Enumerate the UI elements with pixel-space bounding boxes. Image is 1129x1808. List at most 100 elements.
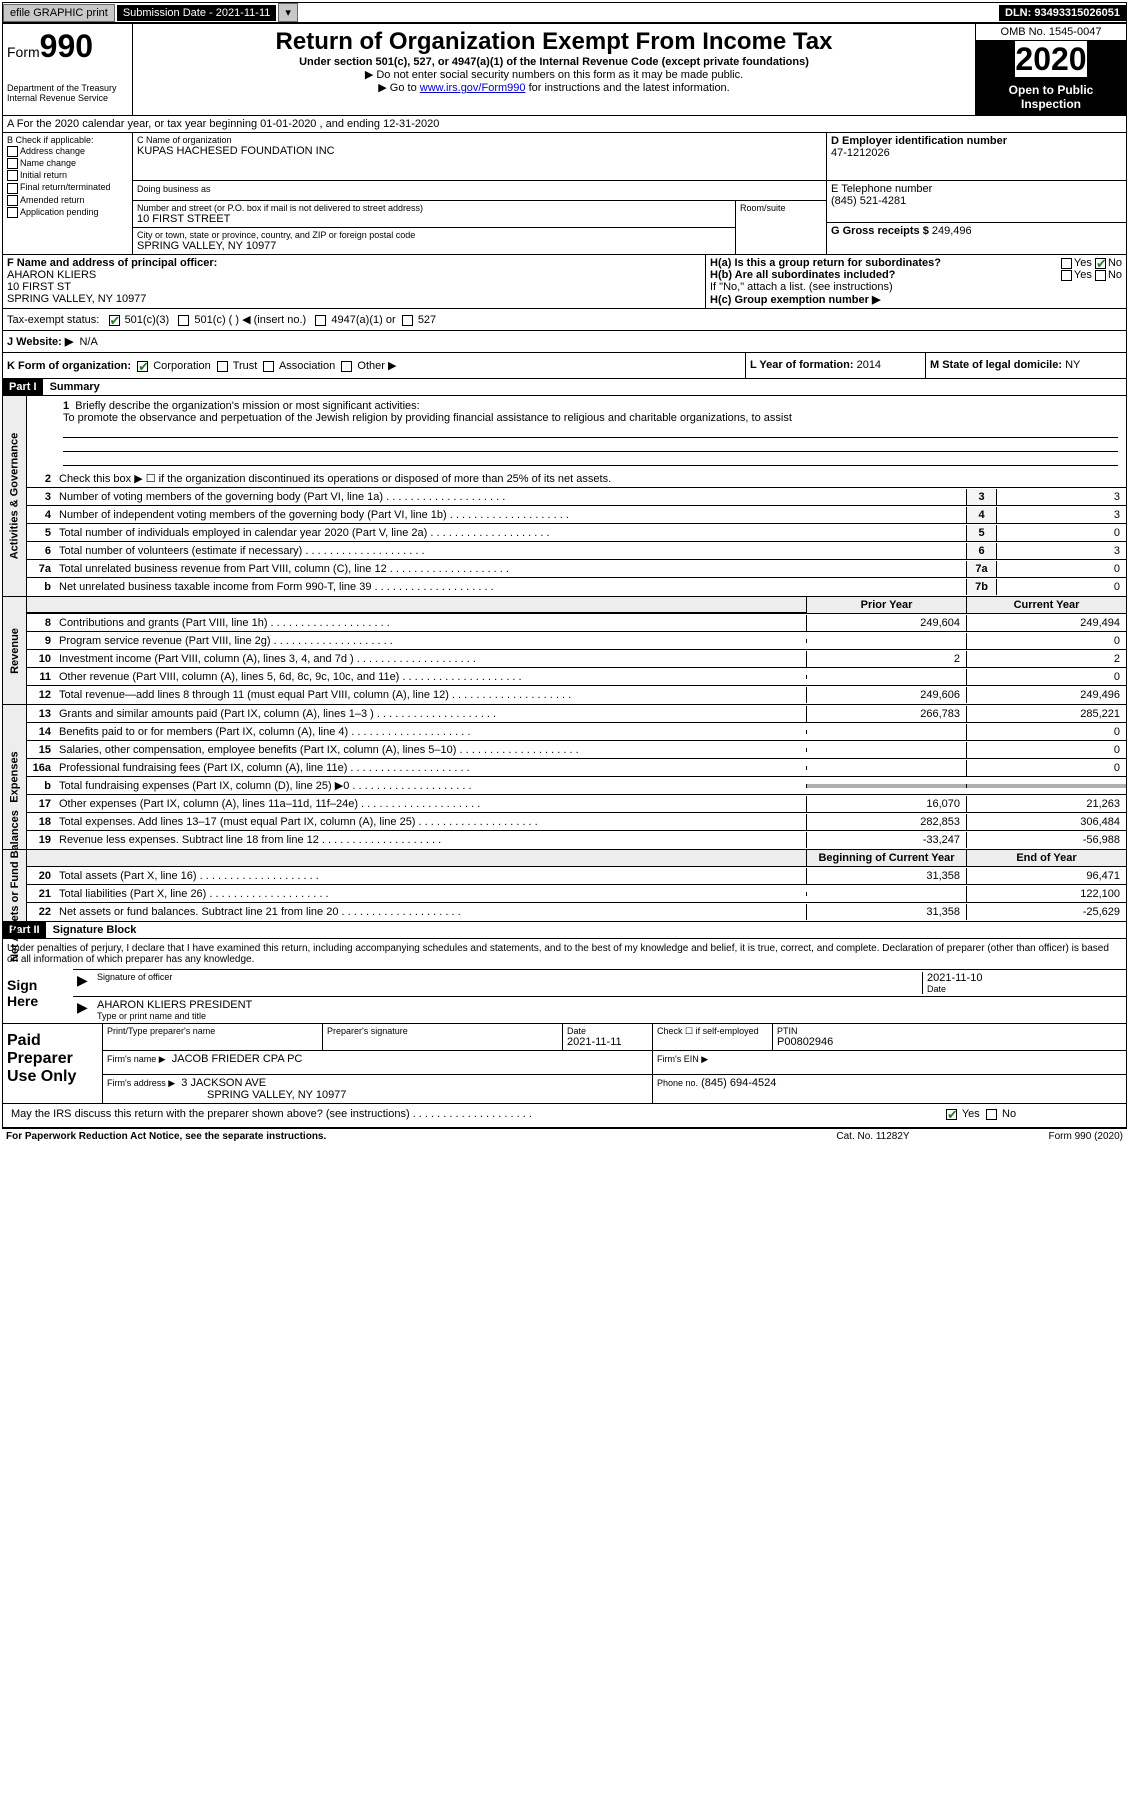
gross-value: 249,496 [932, 225, 972, 237]
table-row: b Net unrelated business taxable income … [27, 578, 1126, 596]
cb-assoc[interactable] [263, 361, 274, 372]
ein-label: D Employer identification number [831, 135, 1122, 147]
table-row: 20 Total assets (Part X, line 16) 31,358… [27, 867, 1126, 885]
street-label: Number and street (or P.O. box if mail i… [137, 203, 731, 213]
cb-name-change[interactable]: Name change [7, 158, 128, 169]
form-title: Return of Organization Exempt From Incom… [137, 28, 971, 56]
irs-label: Internal Revenue Service [7, 93, 128, 103]
cb-4947[interactable] [315, 315, 326, 326]
sidelabel-revenue: Revenue [3, 597, 27, 704]
hb-note: If "No," attach a list. (see instruction… [710, 281, 1122, 293]
print-preparer-label: Print/Type preparer's name [107, 1026, 318, 1036]
sig-date: 2021-11-10 [927, 972, 1122, 984]
line-2: Check this box ▶ ☐ if the organization d… [55, 470, 1126, 487]
beginning-end-header: Beginning of Current Year End of Year [27, 850, 1126, 867]
org-name-label: C Name of organization [137, 135, 822, 145]
table-row: 12 Total revenue—add lines 8 through 11 … [27, 686, 1126, 704]
col-b-checkboxes: B Check if applicable: Address change Na… [3, 133, 133, 254]
prior-current-header: Prior Year Current Year [27, 597, 1126, 614]
row-j-website: J Website: ▶ N/A [2, 331, 1127, 353]
firm-phone: (845) 694-4524 [701, 1077, 776, 1089]
table-row: 10 Investment income (Part VIII, column … [27, 650, 1126, 668]
cb-trust[interactable] [217, 361, 228, 372]
sign-here-label: Sign Here [3, 969, 73, 1023]
form-subtitle: Under section 501(c), 527, or 4947(a)(1)… [137, 56, 971, 68]
cb-other[interactable] [341, 361, 352, 372]
firm-ein-label: Firm's EIN ▶ [657, 1054, 708, 1064]
top-bar: efile GRAPHIC print Submission Date - 20… [2, 2, 1127, 23]
cb-app-pending[interactable]: Application pending [7, 207, 128, 218]
cb-527[interactable] [402, 315, 413, 326]
phone-value: (845) 521-4281 [831, 195, 1122, 207]
col-b-label: B Check if applicable: [7, 135, 128, 145]
dba-label: Doing business as [137, 184, 211, 194]
table-row: 18 Total expenses. Add lines 13–17 (must… [27, 813, 1126, 831]
table-row: b Total fundraising expenses (Part IX, c… [27, 777, 1126, 795]
col-c-org-info: C Name of organization KUPAS HACHESED FO… [133, 133, 826, 254]
city-value: SPRING VALLEY, NY 10977 [137, 240, 731, 252]
part-i-header: Part I Summary [2, 379, 1127, 396]
cb-address-change[interactable]: Address change [7, 146, 128, 157]
formation-year: 2014 [857, 359, 881, 371]
firm-addr2: SPRING VALLEY, NY 10977 [207, 1089, 346, 1101]
self-employed-check[interactable]: Check ☐ if self-employed [653, 1024, 773, 1050]
gross-label: G Gross receipts $ [831, 225, 929, 237]
col-d-e-g: D Employer identification number 47-1212… [826, 133, 1126, 254]
officer-city: SPRING VALLEY, NY 10977 [7, 293, 701, 305]
cat-number: Cat. No. 11282Y [773, 1131, 973, 1142]
signature-arrow-icon: ▶ [77, 972, 97, 994]
firm-addr1: 3 JACKSON AVE [181, 1077, 266, 1089]
discuss-question: May the IRS discuss this return with the… [7, 1106, 942, 1125]
cb-amended[interactable]: Amended return [7, 195, 128, 206]
table-row: 13 Grants and similar amounts paid (Part… [27, 705, 1126, 723]
hc-row: H(c) Group exemption number ▶ [710, 293, 1122, 306]
sidelabel-governance: Activities & Governance [3, 396, 27, 596]
paperwork-notice: For Paperwork Reduction Act Notice, see … [6, 1131, 773, 1142]
dept-label: Department of the Treasury [7, 83, 128, 93]
table-row: 17 Other expenses (Part IX, column (A), … [27, 795, 1126, 813]
part-ii-header: Part II Signature Block [2, 922, 1127, 939]
revenue-section: Revenue Prior Year Current Year 8 Contri… [2, 597, 1127, 705]
table-row: 16a Professional fundraising fees (Part … [27, 759, 1126, 777]
activities-governance-section: Activities & Governance 1 Briefly descri… [2, 396, 1127, 597]
cb-501c[interactable] [178, 315, 189, 326]
mission-label: Briefly describe the organization's miss… [75, 400, 419, 412]
submission-date-label: Submission Date - 2021-11-11 [117, 5, 277, 21]
expenses-section: Expenses 13 Grants and similar amounts p… [2, 705, 1127, 850]
row-k-l-m: K Form of organization: Corporation Trus… [2, 353, 1127, 379]
row-a-tax-year: A For the 2020 calendar year, or tax yea… [2, 116, 1127, 133]
ssn-notice: ▶ Do not enter social security numbers o… [137, 68, 971, 81]
open-inspection-badge: Open to Public Inspection [976, 79, 1126, 115]
penalties-text: Under penalties of perjury, I declare th… [3, 939, 1126, 969]
submission-dropdown[interactable]: ▾ [278, 3, 298, 22]
table-row: 9 Program service revenue (Part VIII, li… [27, 632, 1126, 650]
officer-name: AHARON KLIERS [7, 269, 701, 281]
type-print-label: Type or print name and title [97, 1011, 1122, 1021]
cb-discuss-no[interactable] [986, 1109, 997, 1120]
cb-corp[interactable] [137, 361, 148, 372]
ein-value: 47-1212026 [831, 147, 1122, 159]
table-row: 3 Number of voting members of the govern… [27, 488, 1126, 506]
efile-button[interactable]: efile GRAPHIC print [3, 4, 115, 22]
cb-final-return[interactable]: Final return/terminated [7, 182, 128, 193]
section-b-through-g: B Check if applicable: Address change Na… [2, 133, 1127, 255]
officer-name-title: AHARON KLIERS PRESIDENT [97, 999, 1122, 1011]
cb-initial-return[interactable]: Initial return [7, 170, 128, 181]
table-row: 8 Contributions and grants (Part VIII, l… [27, 614, 1126, 632]
table-row: 14 Benefits paid to or for members (Part… [27, 723, 1126, 741]
table-row: 4 Number of independent voting members o… [27, 506, 1126, 524]
sig-officer-label: Signature of officer [97, 972, 922, 982]
org-name: KUPAS HACHESED FOUNDATION INC [137, 145, 822, 157]
table-row: 21 Total liabilities (Part X, line 26) 1… [27, 885, 1126, 903]
dln-label: DLN: 93493315026051 [999, 5, 1126, 21]
goto-link-row: ▶ Go to www.irs.gov/Form990 for instruct… [137, 81, 971, 94]
officer-label: F Name and address of principal officer: [7, 257, 701, 269]
omb-number: OMB No. 1545-0047 [976, 24, 1126, 41]
officer-street: 10 FIRST ST [7, 281, 701, 293]
cb-discuss-yes[interactable] [946, 1109, 957, 1120]
cb-501c3[interactable] [109, 315, 120, 326]
table-row: 15 Salaries, other compensation, employe… [27, 741, 1126, 759]
form-header: Form990 Department of the Treasury Inter… [2, 23, 1127, 116]
form990-link[interactable]: www.irs.gov/Form990 [420, 82, 526, 94]
table-row: 7a Total unrelated business revenue from… [27, 560, 1126, 578]
